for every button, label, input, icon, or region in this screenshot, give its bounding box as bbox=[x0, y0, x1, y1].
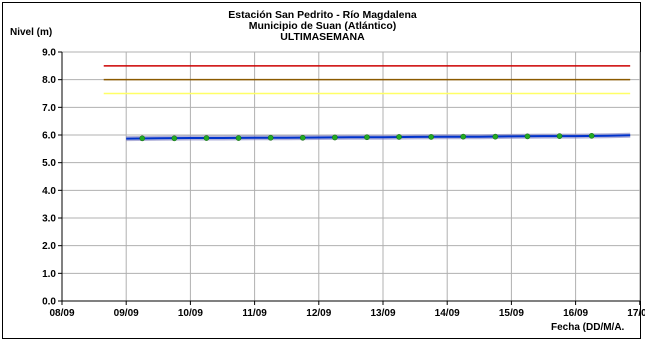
y-axis-label: Nivel (m) bbox=[10, 27, 53, 38]
x-tick-label: 10/09 bbox=[178, 308, 203, 319]
data-marker bbox=[203, 135, 210, 141]
chart-title-line-2: Municipio de Suan (Atlántico) bbox=[248, 20, 397, 32]
data-marker bbox=[396, 134, 402, 140]
y-tick-label: 5.0 bbox=[42, 158, 56, 169]
data-marker bbox=[588, 132, 595, 139]
data-marker bbox=[556, 133, 563, 139]
y-tick-label: 2.0 bbox=[42, 241, 56, 252]
y-tick-label: 8.0 bbox=[42, 75, 56, 86]
chart-title-line-1: Estación San Pedrito - Río Magdalena bbox=[228, 9, 417, 21]
y-tick-label: 9.0 bbox=[42, 48, 56, 59]
data-marker bbox=[139, 135, 146, 142]
data-marker bbox=[332, 134, 338, 141]
x-axis-label: Fecha (DD/M/A. bbox=[551, 322, 625, 333]
data-marker bbox=[460, 133, 467, 140]
data-marker bbox=[492, 133, 499, 140]
data-marker bbox=[299, 134, 306, 141]
y-tick-label: 1.0 bbox=[42, 269, 56, 280]
x-tick-label: 12/09 bbox=[306, 308, 331, 319]
x-tick-label: 15/09 bbox=[499, 308, 524, 319]
x-tick-label: 16/09 bbox=[563, 308, 588, 319]
data-marker bbox=[524, 133, 531, 140]
data-marker bbox=[428, 134, 434, 140]
x-tick-label: 09/09 bbox=[114, 308, 139, 319]
y-tick-label: 3.0 bbox=[42, 214, 56, 225]
plot-area bbox=[62, 52, 640, 301]
x-tick-label: 08/09 bbox=[49, 308, 74, 319]
x-tick-label: 13/09 bbox=[370, 308, 395, 319]
data-marker bbox=[267, 134, 274, 141]
x-tick-label: 11/09 bbox=[242, 308, 267, 319]
data-marker bbox=[235, 135, 242, 141]
data-marker bbox=[171, 135, 178, 142]
x-tick-label: 14/09 bbox=[435, 308, 460, 319]
series-line-1 bbox=[126, 134, 631, 140]
y-tick-label: 0.0 bbox=[42, 297, 56, 308]
x-tick-label: 17/09 bbox=[627, 308, 645, 319]
data-marker bbox=[364, 134, 370, 141]
y-tick-label: 7.0 bbox=[42, 103, 56, 114]
chart-title-line-3: ULTIMASEMANA bbox=[280, 31, 365, 43]
y-tick-label: 4.0 bbox=[42, 186, 56, 197]
y-tick-label: 6.0 bbox=[42, 131, 56, 142]
